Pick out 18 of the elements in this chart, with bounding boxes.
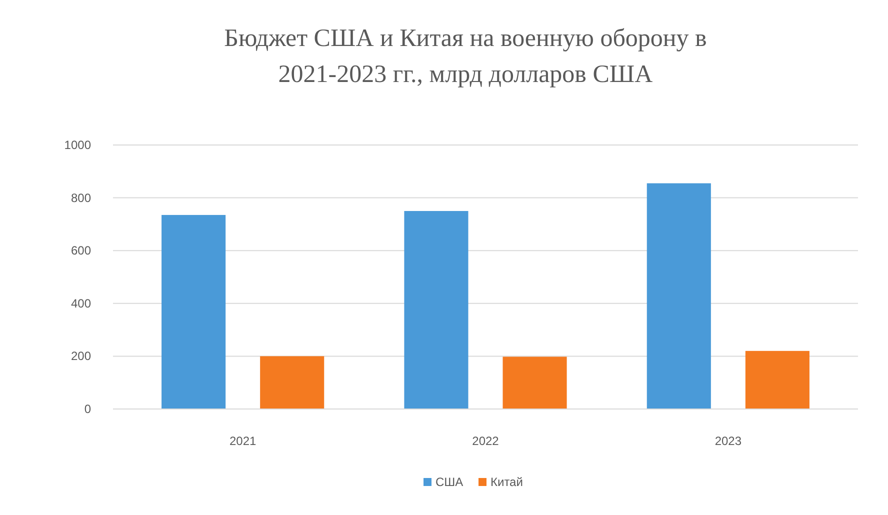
y-tick-label: 1000 [64, 138, 92, 152]
bar [260, 356, 324, 409]
bar [162, 214, 226, 409]
x-tick-label: 2023 [714, 434, 742, 448]
x-tick-label: 2022 [472, 434, 500, 448]
y-tick-label: 400 [70, 296, 92, 310]
legend-label: Китай [490, 475, 523, 489]
bar [404, 211, 468, 409]
bar [502, 356, 567, 409]
chart-title: Бюджет США и Китая на военную оборону в 2021-2023 гг., млрд долларов США [224, 25, 707, 88]
bar [646, 183, 711, 409]
legend-label: США [436, 475, 464, 489]
y-tick-label: 0 [84, 402, 92, 416]
y-tick-label: 200 [70, 349, 92, 364]
y-tick-label: 600 [70, 244, 92, 258]
bar [745, 350, 810, 409]
x-tick-label: 2021 [229, 434, 256, 448]
y-tick-label: 800 [70, 190, 92, 205]
